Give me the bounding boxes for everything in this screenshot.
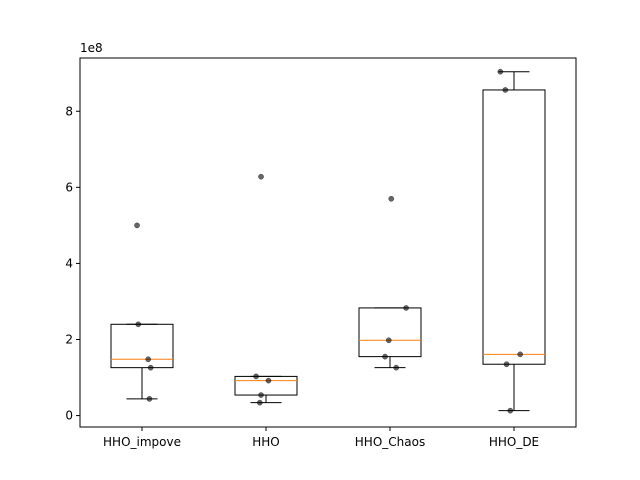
data-point <box>382 353 388 360</box>
data-point <box>258 392 264 398</box>
data-point <box>403 305 409 311</box>
data-point <box>134 222 140 229</box>
data-point <box>256 399 263 406</box>
y-tick-label: 8 <box>65 104 73 118</box>
data-point <box>146 395 153 402</box>
box-iqr <box>110 323 174 369</box>
axes-frame <box>79 57 577 428</box>
data-point <box>502 87 509 93</box>
data-point <box>507 407 514 414</box>
plot-area: 0 2 4 6 8 HHO_impove HHO HHO_Chaos HHO_DE <box>65 68 546 449</box>
data-point <box>517 351 524 358</box>
data-point <box>258 173 264 180</box>
data-point <box>145 356 152 363</box>
x-tick-label: HHO_impove <box>103 435 181 449</box>
box-group <box>110 323 174 400</box>
y-scale-label: 1e8 <box>80 41 103 55</box>
data-point <box>388 195 395 202</box>
x-tick-label: HHO_Chaos <box>355 435 425 449</box>
y-tick-label: 6 <box>65 180 73 194</box>
data-point <box>265 377 272 384</box>
box-iqr <box>358 307 422 358</box>
data-point <box>147 364 154 371</box>
data-point <box>393 364 400 371</box>
y-tick-label: 4 <box>65 256 73 270</box>
data-point <box>497 68 504 75</box>
box-group <box>482 71 546 412</box>
data-point <box>253 373 259 380</box>
y-tick-label: 2 <box>65 333 73 347</box>
y-tick-label: 0 <box>65 409 73 423</box>
data-point <box>503 361 510 368</box>
box-iqr <box>482 89 546 365</box>
data-point <box>385 337 392 344</box>
box-iqr <box>234 375 298 396</box>
x-tick-label: HHO <box>252 435 280 449</box>
data-point <box>135 321 142 328</box>
x-tick-label: HHO_DE <box>489 435 539 449</box>
